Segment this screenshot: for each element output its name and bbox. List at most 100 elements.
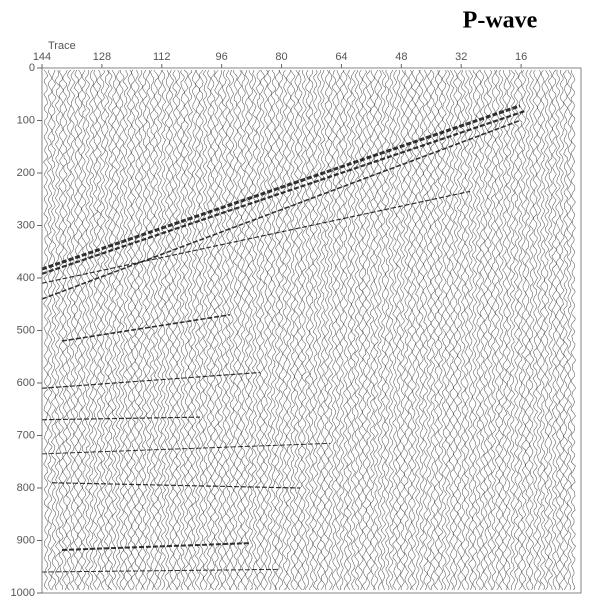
wiggle-trace <box>134 69 140 591</box>
wiggle-trace <box>111 69 118 591</box>
wiggle-trace <box>411 69 417 591</box>
wiggle-trace <box>122 69 129 591</box>
wiggle-trace <box>547 69 554 590</box>
x-tick-label: 144 <box>33 51 51 63</box>
wiggle-trace <box>274 69 281 591</box>
wiggle-trace <box>380 69 387 591</box>
wiggle-trace <box>81 69 87 591</box>
wiggle-trace <box>483 69 489 591</box>
wiggle-trace <box>312 69 319 591</box>
wiggle-trace <box>505 69 512 591</box>
wiggle-trace <box>354 69 360 591</box>
y-tick-label: 900 <box>17 534 35 546</box>
wiggle-trace <box>540 69 546 591</box>
wiggle-trace <box>320 69 326 591</box>
wiggle-trace <box>418 69 425 591</box>
wiggle-trace <box>304 69 311 591</box>
wiggle-trace <box>346 69 353 591</box>
wiggle-trace <box>403 69 410 591</box>
wiggle-trace <box>149 69 155 591</box>
wiggle-trace <box>308 69 315 591</box>
wiggle-trace <box>100 69 106 591</box>
wiggle-trace <box>156 69 163 591</box>
wiggle-trace <box>532 69 539 591</box>
axes: 0 100 200 300 400 500 600 700 800 900 1000 144 128 11… <box>11 51 582 599</box>
wiggle-trace <box>240 70 246 591</box>
wiggle-trace <box>202 69 208 591</box>
wiggle-trace <box>153 69 159 591</box>
wiggle-trace <box>66 69 72 591</box>
wiggle-trace <box>69 69 76 591</box>
wiggle-trace <box>361 69 368 591</box>
wiggle-trace <box>342 70 349 591</box>
wiggle-trace <box>471 69 478 591</box>
wiggle-trace <box>384 69 391 591</box>
wiggle-trace <box>521 69 527 591</box>
wiggle-trace <box>225 69 231 591</box>
wiggle-trace <box>365 69 372 591</box>
wiggle-trace <box>50 69 57 591</box>
chart-title: P-wave <box>463 8 538 34</box>
wiggle-trace <box>433 69 440 591</box>
reflector <box>41 110 526 275</box>
wiggle-trace <box>555 70 561 591</box>
wiggle-trace <box>289 69 296 591</box>
wiggle-trace <box>115 69 121 591</box>
reflector <box>41 119 521 300</box>
wiggle-trace <box>168 69 174 591</box>
wiggle-trace <box>490 69 497 591</box>
wiggle-trace <box>210 69 216 591</box>
wiggle-trace <box>62 69 68 591</box>
wiggle-trace <box>357 69 364 591</box>
wiggle-trace <box>43 69 49 591</box>
wiggle-trace <box>335 69 341 591</box>
wiggle-trace <box>350 69 356 591</box>
wiggle-trace <box>107 69 114 591</box>
wiggle-trace <box>282 69 288 591</box>
wiggle-trace <box>54 69 61 591</box>
wiggle-trace <box>449 69 455 591</box>
x-tick-label: 80 <box>275 51 287 63</box>
x-tick-label: 128 <box>93 51 111 63</box>
y-tick-label: 1000 <box>11 587 35 599</box>
wiggle-trace <box>316 69 322 591</box>
wiggle-trace <box>524 69 531 591</box>
wiggle-trace <box>562 69 569 591</box>
wiggle-trace <box>551 69 558 591</box>
wiggle-trace <box>456 69 463 591</box>
wiggle-trace <box>437 69 444 591</box>
wiggle-trace <box>259 69 265 591</box>
reflector <box>41 190 471 284</box>
wiggle-trace <box>487 69 493 591</box>
wiggle-trace <box>475 69 482 591</box>
wiggle-trace <box>323 69 330 591</box>
wiggle-trace <box>164 69 171 591</box>
reflector <box>61 313 231 342</box>
wiggle-trace <box>73 69 79 591</box>
y-tick-label: 300 <box>17 219 35 231</box>
seismic-traces <box>41 69 576 591</box>
reflector <box>61 542 251 551</box>
wiggle-trace <box>217 69 224 591</box>
wiggle-trace <box>422 69 429 591</box>
wiggle-trace <box>543 69 550 591</box>
wiggle-trace <box>47 69 53 591</box>
wiggle-trace <box>498 69 504 591</box>
reflector <box>41 104 521 271</box>
wiggle-trace <box>198 69 205 591</box>
wiggle-trace <box>206 69 212 591</box>
wiggle-trace <box>191 69 197 591</box>
reflector <box>51 482 301 489</box>
wiggle-trace <box>570 69 576 591</box>
wiggle-trace <box>464 69 470 591</box>
wiggle-trace <box>119 69 125 591</box>
wiggle-trace <box>479 69 485 591</box>
wiggle-trace <box>278 69 284 590</box>
wiggle-trace <box>183 69 190 591</box>
wiggle-trace <box>392 69 398 591</box>
wiggle-trace <box>58 69 64 591</box>
y-tick-label: 800 <box>17 482 35 494</box>
wiggle-trace <box>327 69 334 591</box>
wiggle-trace <box>145 69 152 590</box>
